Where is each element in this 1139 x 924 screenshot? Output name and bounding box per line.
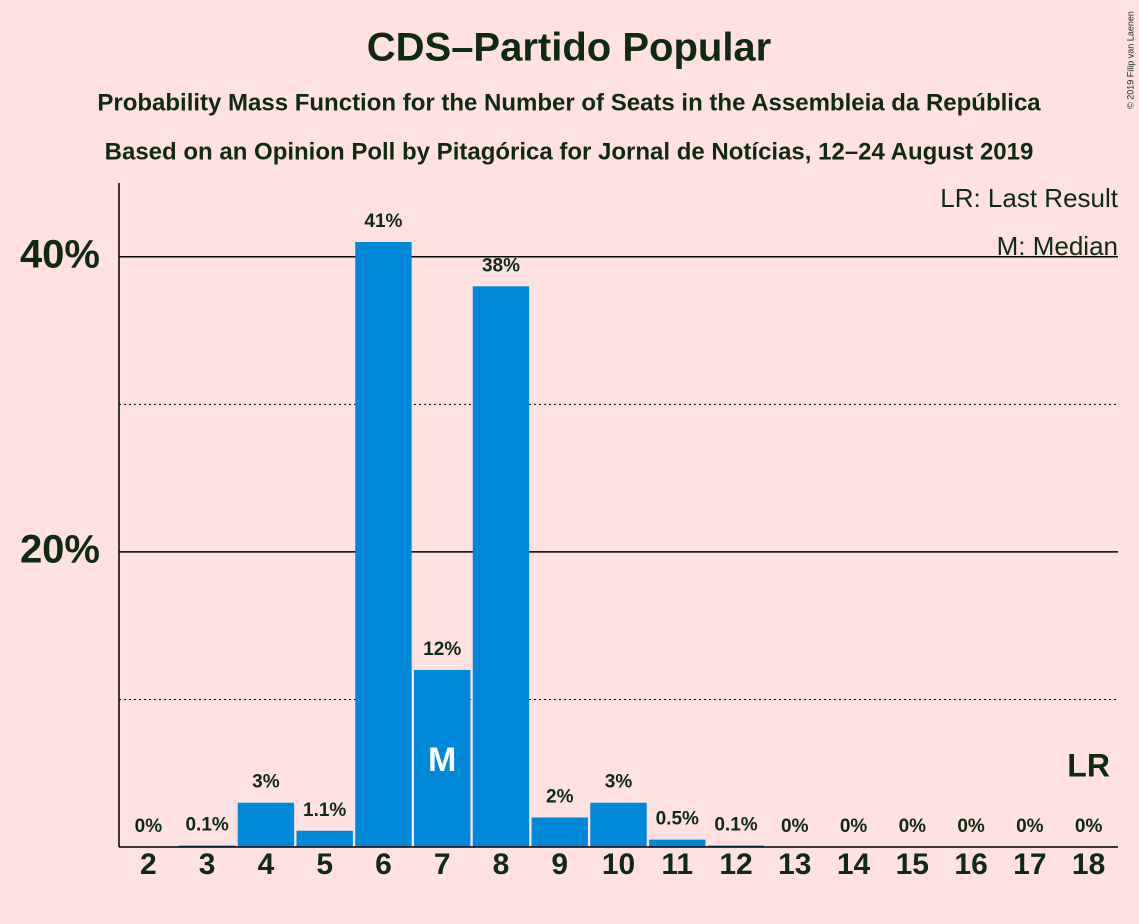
x-tick-label: 10 <box>602 848 635 881</box>
value-label: 3% <box>252 772 280 793</box>
value-label: 12% <box>423 639 461 660</box>
legend-entry: M: Median <box>997 231 1118 261</box>
median-marker: M <box>428 741 456 779</box>
value-label: 0.1% <box>185 815 228 836</box>
x-tick-label: 15 <box>896 848 929 881</box>
y-tick-label: 20% <box>20 527 100 571</box>
value-label: 3% <box>605 772 633 793</box>
value-label: 0% <box>1075 816 1103 837</box>
x-tick-label: 12 <box>719 848 752 881</box>
chart-title: CDS–Partido Popular <box>367 26 772 70</box>
x-tick-label: 11 <box>661 848 693 881</box>
value-label: 0% <box>1016 816 1044 837</box>
x-tick-label: 13 <box>778 848 811 881</box>
x-tick-label: 8 <box>493 848 510 881</box>
x-tick-label: 3 <box>199 848 216 881</box>
bar <box>355 242 412 847</box>
value-label: 0.5% <box>656 809 699 830</box>
value-label: 2% <box>546 787 574 808</box>
value-label: 41% <box>364 211 402 232</box>
bar <box>472 286 530 847</box>
value-label: 0% <box>135 816 163 837</box>
x-tick-label: 2 <box>140 848 157 881</box>
value-label: 0% <box>957 816 985 837</box>
value-label: 0% <box>899 816 927 837</box>
x-tick-label: 5 <box>316 848 333 881</box>
x-tick-label: 9 <box>551 848 568 881</box>
x-tick-label: 18 <box>1072 848 1105 881</box>
x-tick-label: 17 <box>1013 848 1046 881</box>
bar <box>590 802 647 847</box>
x-tick-label: 7 <box>434 848 451 881</box>
y-tick-label: 40% <box>20 232 100 276</box>
x-tick-label: 4 <box>258 848 275 881</box>
value-label: 0.1% <box>714 815 757 836</box>
value-label: 1.1% <box>303 800 346 821</box>
bar <box>649 839 706 847</box>
bar <box>296 830 353 847</box>
legend-entry: LR: Last Result <box>940 183 1119 213</box>
bar <box>237 802 295 847</box>
value-label: 0% <box>781 816 809 837</box>
value-label: 0% <box>840 816 868 837</box>
value-label: 38% <box>482 255 520 276</box>
copyright: © 2019 Filip van Laenen <box>1125 11 1135 109</box>
last-result-marker: LR <box>1067 747 1110 783</box>
bar <box>531 817 588 847</box>
chart-subtitle: Based on an Opinion Poll by Pitagórica f… <box>105 138 1034 165</box>
bar <box>413 669 471 847</box>
chart-subtitle: Probability Mass Function for the Number… <box>97 89 1041 116</box>
x-tick-label: 16 <box>954 848 987 881</box>
x-tick-label: 14 <box>837 848 871 881</box>
x-tick-label: 6 <box>375 848 392 881</box>
